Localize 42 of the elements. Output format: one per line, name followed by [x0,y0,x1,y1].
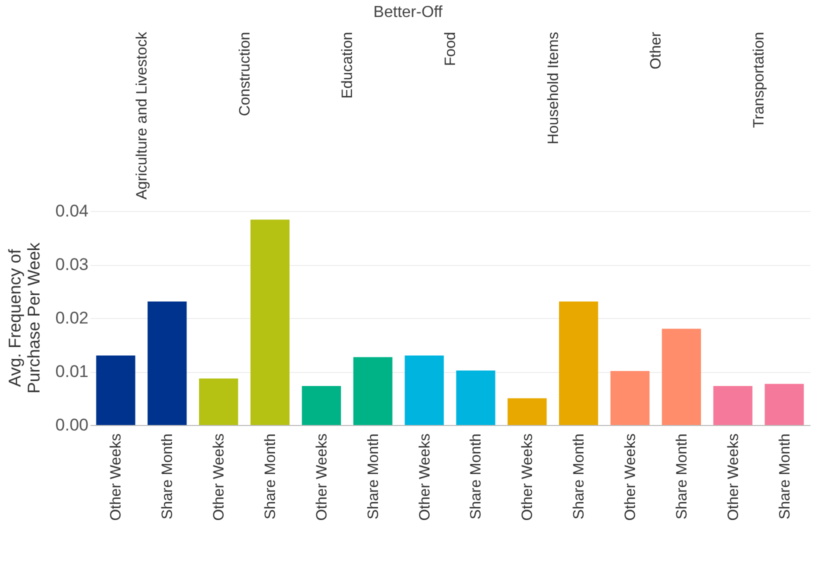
chart-title: Better-Off [373,4,444,21]
x-tick-label: Share Month [262,434,279,520]
bar [508,398,547,425]
y-tick-label: 0.04 [55,202,88,221]
bar [353,357,392,425]
x-tick-label: Share Month [776,434,794,520]
y-tick-label: 0.03 [55,255,88,274]
bar [610,370,650,425]
x-tick-label: Other Weeks [519,434,536,521]
bar [713,386,752,425]
bar [302,386,341,425]
x-tick-label: Share Month [570,434,588,520]
bar [250,220,290,425]
text: Construction [236,32,254,116]
bar [662,328,701,425]
x-tick-label: Other Weeks [622,434,639,521]
text: Education [339,32,356,99]
bar [96,355,136,425]
x-tick-label: Other Weeks [724,434,742,521]
bar [559,301,598,425]
x-tick-label: Other Weeks [313,434,330,521]
bar [148,301,187,425]
x-tick-label: Share Month [159,434,176,520]
x-tick-label: Other Weeks [210,434,228,521]
y-tick-label: 0.01 [55,362,88,382]
y-axis-title: Avg. Frequency of Purchase Per Week [5,242,44,394]
bar [764,384,804,425]
y-tick-label: 0.02 [55,308,88,328]
y-tick-label: 0.00 [55,416,88,434]
text: Household Items [544,32,562,144]
text: Food [442,32,459,66]
x-tick-label: Other Weeks [416,434,434,521]
x-tick-label: Share Month [673,434,690,520]
text: Agriculture and Livestock [133,31,150,200]
text: Transportation [750,32,768,128]
bar [404,355,444,425]
bar [199,378,238,425]
text: Other [648,32,665,70]
x-tick-label: Other Weeks [108,434,125,521]
x-tick-label: Share Month [364,434,382,520]
x-tick-label: Share Month [468,434,485,520]
bar [456,370,496,425]
